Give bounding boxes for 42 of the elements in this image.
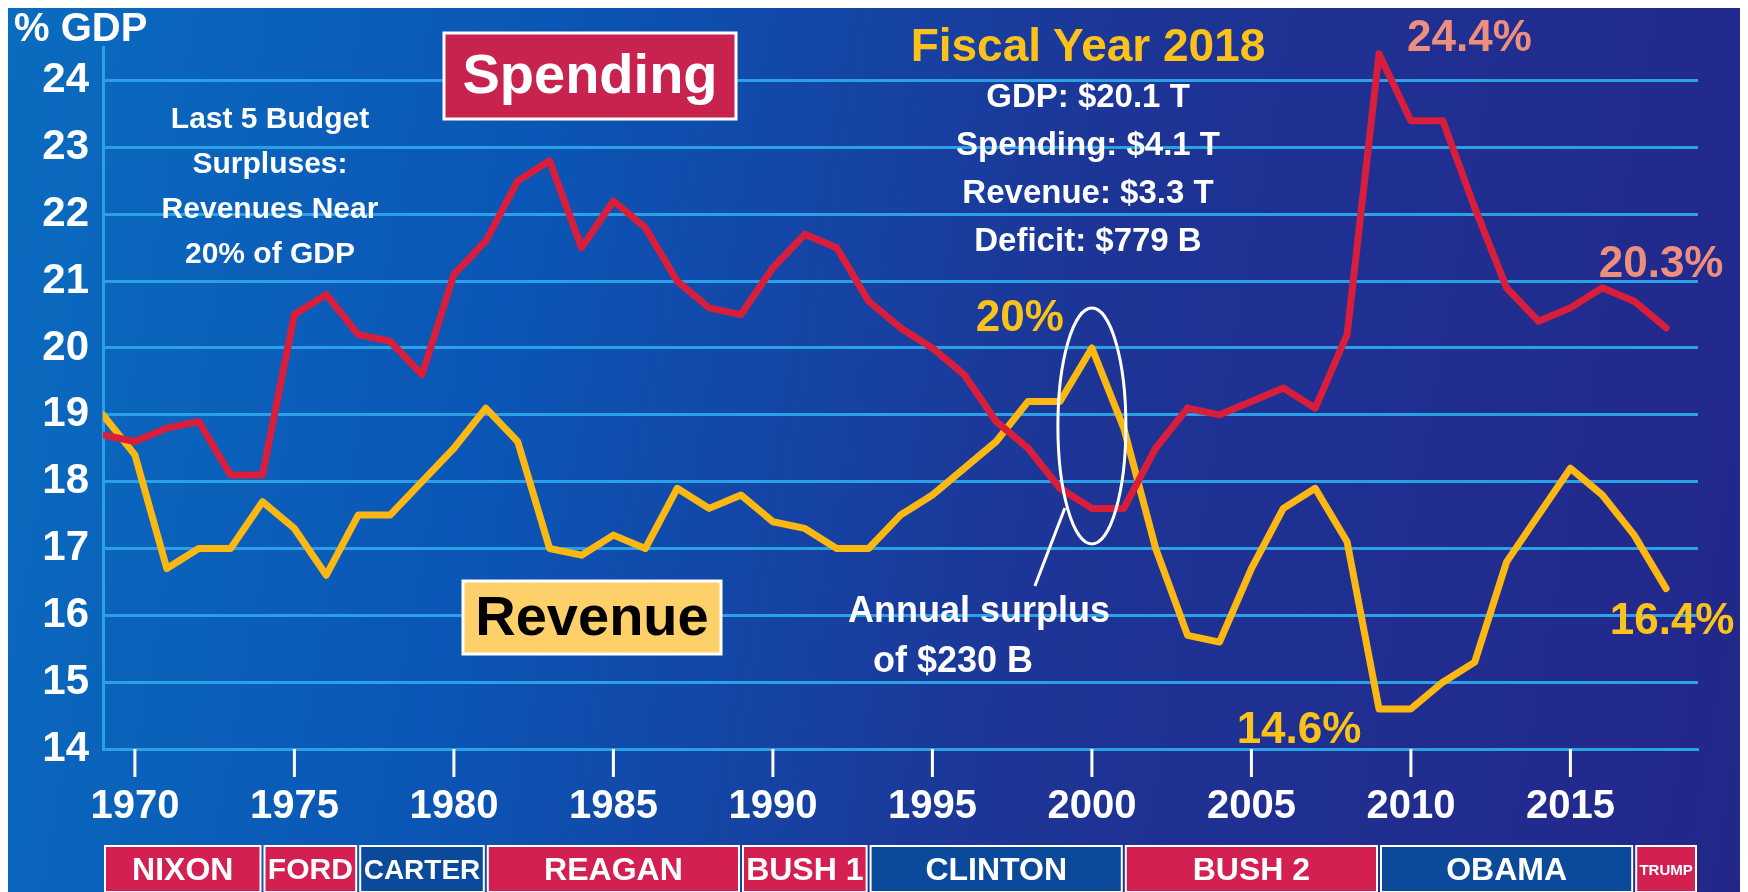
x-tick-label: 1995 [887, 782, 977, 827]
x-tick-label: 2005 [1206, 782, 1296, 827]
text: CLINTON [925, 850, 1068, 887]
x-tick-label: 1980 [409, 782, 499, 827]
text: REAGAN [544, 850, 683, 887]
x-tick-label: 2010 [1366, 782, 1456, 827]
x-tick-label: 1985 [568, 782, 658, 827]
x-tick-label: 2000 [1047, 782, 1137, 827]
y-tick-label: 18 [42, 455, 89, 503]
y-tick-label: 14 [42, 722, 90, 770]
y-axis-title: % GDP [14, 5, 148, 50]
annotation: Annual surplus of $230 B [847, 588, 1111, 680]
text: TRUMP [1639, 861, 1693, 879]
y-tick-label: 17 [42, 522, 89, 570]
x-tick-label: 1990 [728, 782, 818, 827]
x-tick-label: 1975 [249, 782, 339, 827]
annotation: Fiscal Year 2018 [910, 18, 1266, 71]
x-tick-label: 2015 [1525, 782, 1615, 827]
text: FORD [267, 852, 353, 886]
y-tick-label: 23 [42, 121, 89, 169]
x-tick-label: 1970 [90, 782, 180, 827]
annotation: 24.4% [1407, 11, 1532, 61]
y-tick-label: 21 [42, 254, 89, 302]
annotation: 16.4% [1609, 593, 1735, 643]
y-tick-label: 24 [42, 54, 90, 102]
series-label: Spending [462, 42, 718, 106]
text: OBAMA [1446, 850, 1568, 887]
text: BUSH 2 [1192, 850, 1311, 887]
annotation: 20% [975, 291, 1064, 341]
text: BUSH 1 [746, 850, 864, 887]
series-label: Revenue [475, 583, 709, 647]
annotation: Last 5 Budget Surpluses: Revenues Near 20% of GDP [161, 101, 379, 270]
y-tick-label: 20 [42, 321, 89, 369]
y-tick-label: 22 [42, 187, 89, 235]
annotation: 20.3% [1598, 237, 1724, 287]
text: NIXON [132, 850, 234, 887]
y-tick-label: 16 [42, 588, 89, 636]
annotation: 14.6% [1236, 703, 1362, 753]
annotation: GDP: $20.1 T Spending: $4.1 T Revenue: $3.3 T Deficit: $779 B [955, 77, 1221, 259]
y-tick-label: 15 [42, 655, 89, 703]
y-tick-label: 19 [42, 388, 89, 436]
text: CARTER [363, 853, 481, 885]
